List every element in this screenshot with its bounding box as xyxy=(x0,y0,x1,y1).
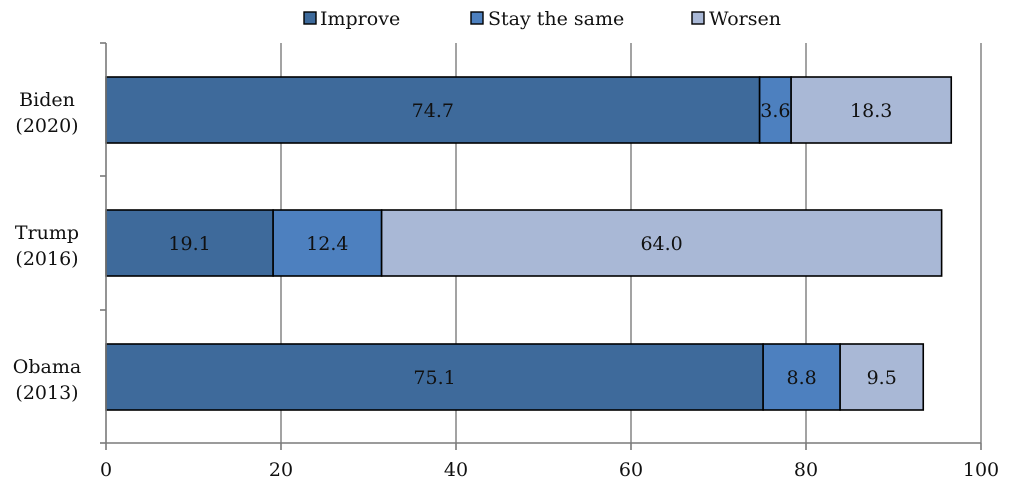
data-label: 18.3 xyxy=(850,100,892,122)
category-label: Trump (2016) xyxy=(15,222,79,270)
data-label: 75.1 xyxy=(413,367,455,389)
bar-segment xyxy=(105,76,761,144)
data-label: 74.7 xyxy=(412,100,454,122)
legend-label: Worsen xyxy=(709,8,781,30)
data-label: 64.0 xyxy=(640,233,682,255)
x-tick-label: 40 xyxy=(444,459,468,481)
legend-swatch xyxy=(470,11,484,25)
x-tick-label: 100 xyxy=(963,459,999,481)
x-tick-label: 80 xyxy=(794,459,818,481)
legend-swatch xyxy=(303,11,317,25)
x-tick-label: 20 xyxy=(269,459,293,481)
category-label-line: Trump xyxy=(15,222,79,244)
category-label: Obama (2013) xyxy=(13,356,81,404)
axes xyxy=(100,42,982,450)
data-label: 19.1 xyxy=(168,233,210,255)
data-label: 8.8 xyxy=(787,367,817,389)
bar-segment xyxy=(272,209,383,277)
legend-swatch xyxy=(691,11,705,25)
bar-segment xyxy=(839,343,925,411)
bar-series: 74.7 3.6 18.3 19.1 12.4 64.0 75.1 8.8 9.5 xyxy=(105,76,953,411)
category-label-line: (2020) xyxy=(15,115,78,137)
legend-label: Stay the same xyxy=(488,8,624,30)
legend-label: Improve xyxy=(320,8,400,30)
category-label: Biden (2020) xyxy=(15,89,78,137)
category-label-line: (2013) xyxy=(15,382,78,404)
x-tick-label: 0 xyxy=(100,459,112,481)
category-label-line: (2016) xyxy=(15,248,78,270)
data-label: 3.6 xyxy=(760,100,790,122)
category-label-line: Obama xyxy=(13,356,81,378)
bar-segment xyxy=(105,343,764,411)
chart-legend: Improve Stay the same Worsen xyxy=(303,8,781,30)
data-label: 12.4 xyxy=(306,233,348,255)
category-labels: Biden (2020) Trump (2016) Obama (2013) xyxy=(13,89,81,404)
x-tick-labels: 0 20 40 60 80 100 xyxy=(100,459,999,481)
bar-segment xyxy=(790,76,953,144)
data-label: 9.5 xyxy=(867,367,897,389)
bar-segment xyxy=(380,209,943,277)
x-tick-label: 60 xyxy=(619,459,643,481)
category-label-line: Biden xyxy=(19,89,75,111)
